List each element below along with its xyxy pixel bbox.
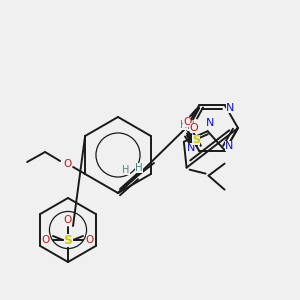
Text: O: O [86, 235, 94, 245]
Text: O: O [42, 235, 50, 245]
Text: S: S [64, 233, 73, 247]
Text: O: O [190, 124, 198, 134]
Text: H: H [135, 163, 143, 173]
Text: H: H [180, 119, 188, 130]
Text: S: S [192, 135, 200, 145]
Text: N: N [187, 142, 195, 152]
Text: N: N [225, 140, 233, 151]
Text: O: O [63, 159, 71, 169]
Text: N: N [226, 103, 234, 113]
Text: O: O [183, 118, 191, 128]
Text: N: N [206, 118, 214, 128]
Text: O: O [64, 215, 72, 225]
Text: H: H [187, 121, 195, 130]
Text: H: H [122, 165, 130, 175]
